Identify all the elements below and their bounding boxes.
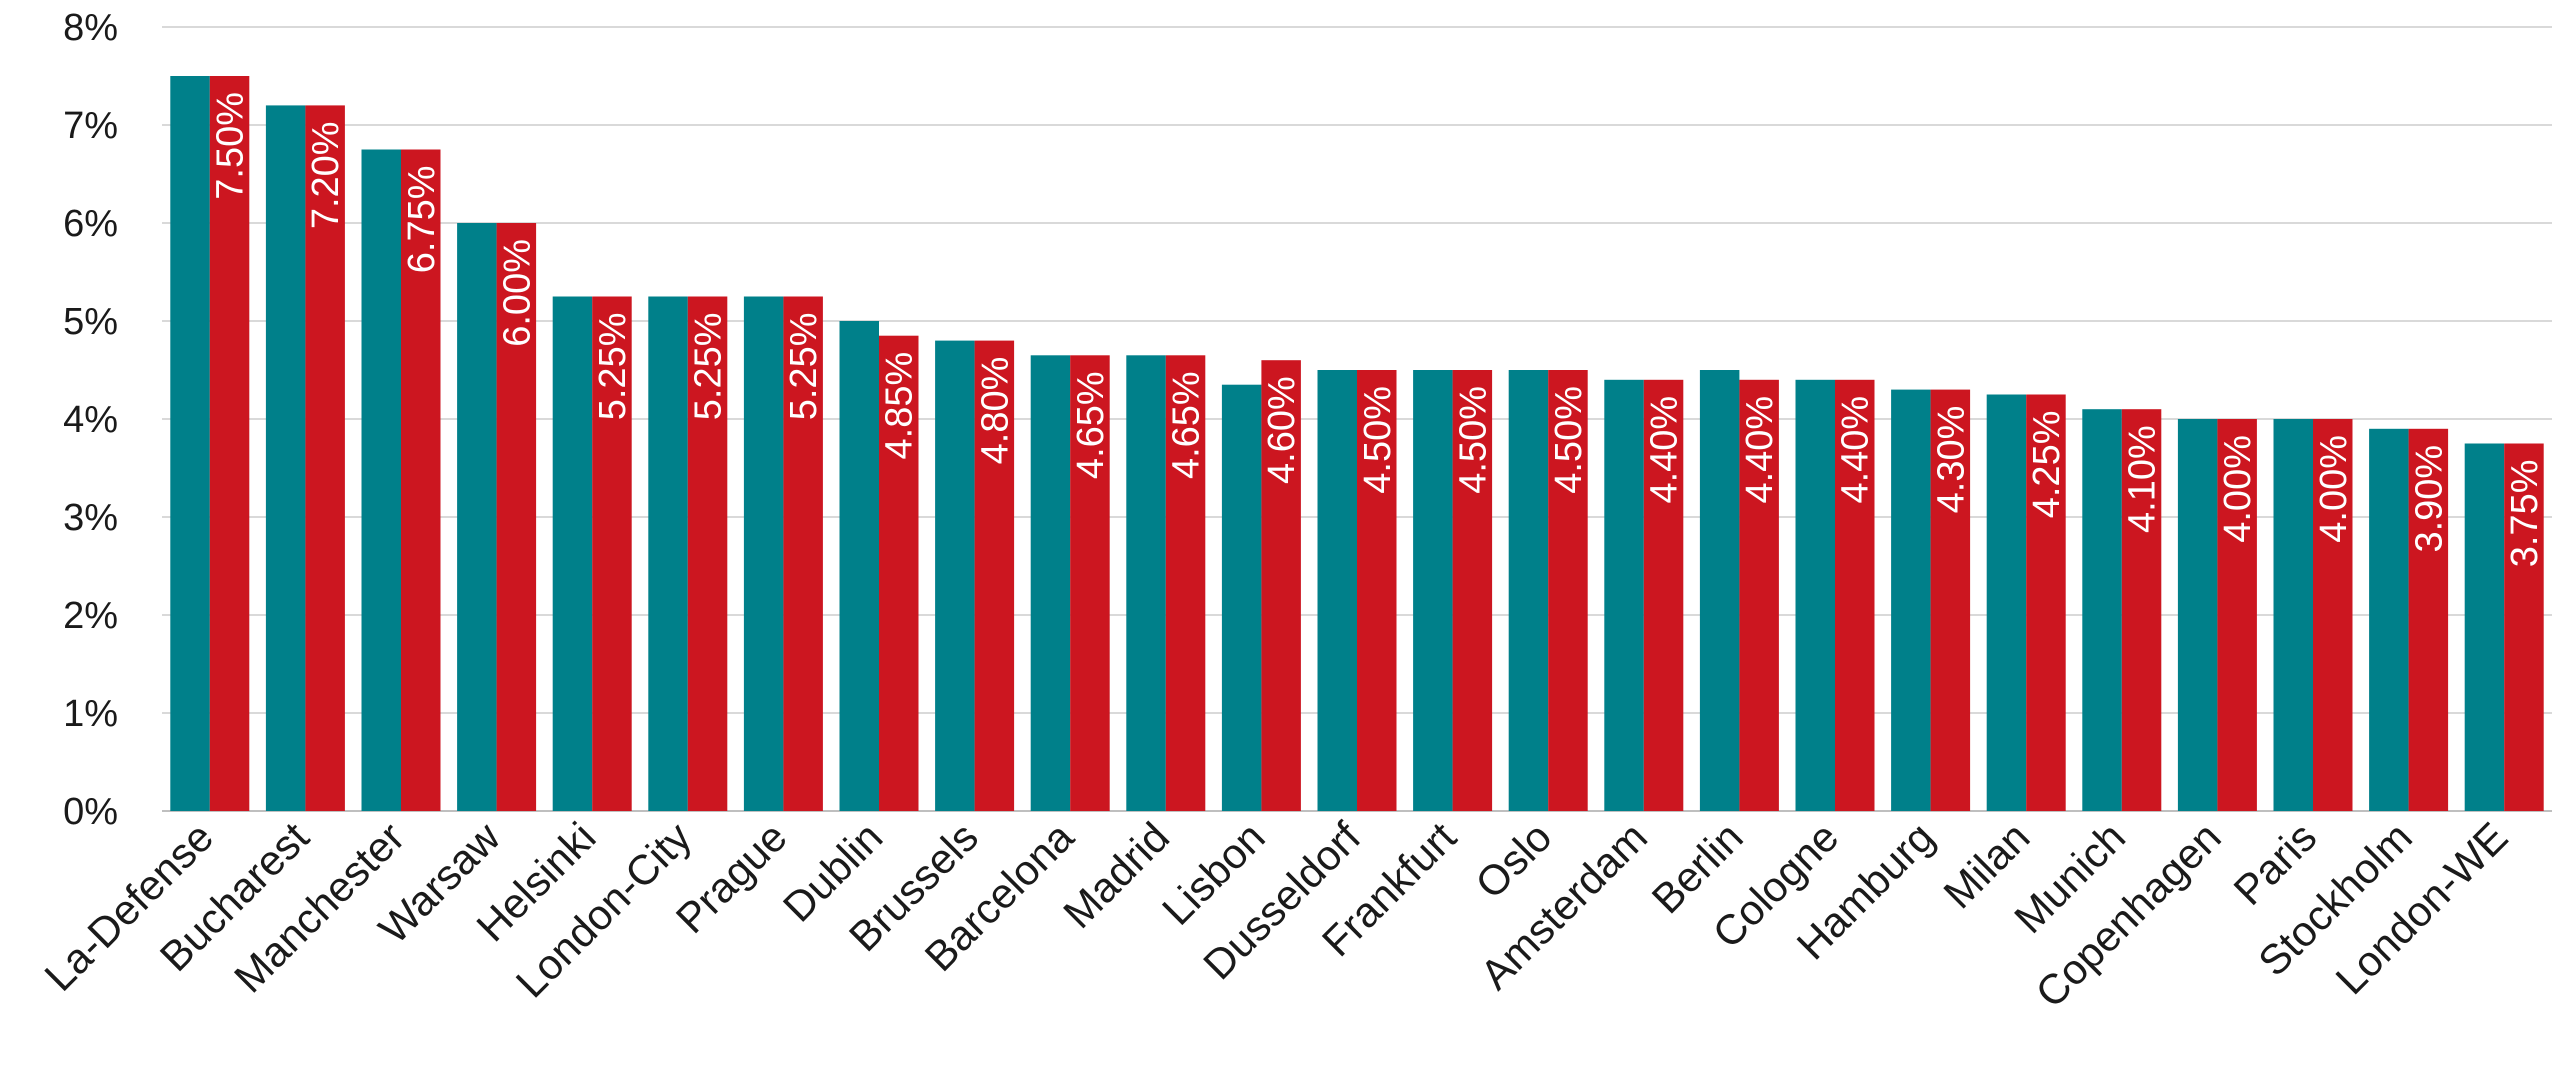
data-label: 4.65% [1166,371,1208,479]
bar-red [209,76,250,811]
y-tick-label: 8% [63,7,118,49]
data-label: 4.50% [1357,386,1399,494]
bar-red [1070,355,1110,811]
bar-teal [1030,355,1071,811]
bar-teal [2369,428,2409,811]
bar-teal [1986,394,2027,811]
y-tick-label: 2% [63,595,118,637]
bar-red [687,296,728,811]
bar-red [305,105,345,811]
bar-teal [457,223,497,811]
bar-red [2121,409,2162,811]
bar-teal [1699,370,1740,811]
bar-red [974,340,1015,811]
bar-teal [648,296,688,811]
bar-teal [935,340,975,811]
bar-red [783,296,823,811]
bar-teal [1413,370,1453,811]
bar-teal [743,296,784,811]
y-tick-label: 1% [63,693,118,735]
bar-red [1452,370,1493,811]
y-tick-label: 0% [63,791,118,833]
bar-red [1643,379,1684,811]
bars [170,76,2544,811]
bar-teal [265,105,306,811]
data-label: 4.80% [974,357,1016,465]
bar-red [401,149,441,811]
data-label: 4.50% [1548,386,1590,494]
bar-teal [2177,419,2218,811]
data-label: 4.10% [2122,425,2164,533]
bar-red [2408,428,2449,811]
bar-red [1835,379,1875,811]
data-labels: 7.50% 7.20% 6.75% 6.00% 5.25% 5.25% 5.25% 4.85%… [210,92,2546,567]
bar-red [879,335,919,811]
data-label: 5.25% [783,313,825,421]
data-label: 7.20% [305,121,347,229]
bar-red [496,223,537,811]
data-label: 3.90% [2408,445,2450,553]
bar-red [1548,370,1588,811]
bar-teal [1604,379,1644,811]
bar-teal [2273,419,2313,811]
category-label: Madrid [1054,813,1178,937]
bar-red [2504,443,2544,811]
data-label: 6.75% [401,166,443,274]
bar-teal [170,76,210,811]
y-axis-ticks: 0% 1% 2% 3% 4% 5% 6% 7% 8% [63,7,118,833]
y-tick-label: 3% [63,497,118,539]
data-label: 4.40% [1835,396,1877,504]
bar-teal [1221,384,1262,811]
data-label: 4.40% [1644,396,1686,504]
data-label: 6.00% [496,239,538,347]
data-label: 4.60% [1261,376,1303,484]
data-label: 4.25% [2026,411,2068,519]
x-axis-categories: La-DefenseBucharestManchesterWarsawHelsi… [35,813,2516,1017]
bar-teal [361,149,401,811]
bar-teal [2082,409,2122,811]
data-label: 5.25% [592,313,634,421]
bar-red [1739,379,1779,811]
bar-teal [1795,379,1835,811]
bar-red [2313,419,2353,811]
data-label: 4.30% [1930,406,1972,514]
bar-red [2217,419,2257,811]
data-label: 4.00% [2313,435,2355,543]
data-label: 4.00% [2217,435,2259,543]
bar-teal [839,321,879,811]
data-label: 4.65% [1070,371,1112,479]
data-label: 4.85% [879,352,921,460]
y-tick-label: 4% [63,399,118,441]
y-tick-label: 5% [63,301,118,343]
data-label: 7.50% [210,92,252,200]
bar-teal [552,296,593,811]
data-label: 5.25% [688,313,730,421]
bar-teal [1508,370,1549,811]
data-label: 3.75% [2504,460,2546,568]
data-label: 4.40% [1739,396,1781,504]
y-tick-label: 7% [63,105,118,147]
bar-teal [2464,443,2505,811]
bar-red [1357,370,1397,811]
bar-red [592,296,632,811]
y-tick-label: 6% [63,203,118,245]
bar-red [1930,389,1971,811]
data-label: 4.50% [1452,386,1494,494]
bar-teal [1891,389,1931,811]
bar-red [1261,360,1301,811]
bar-teal [1126,355,1166,811]
bar-red [1165,355,1206,811]
bar-teal [1317,370,1357,811]
bar-red [2026,394,2066,811]
